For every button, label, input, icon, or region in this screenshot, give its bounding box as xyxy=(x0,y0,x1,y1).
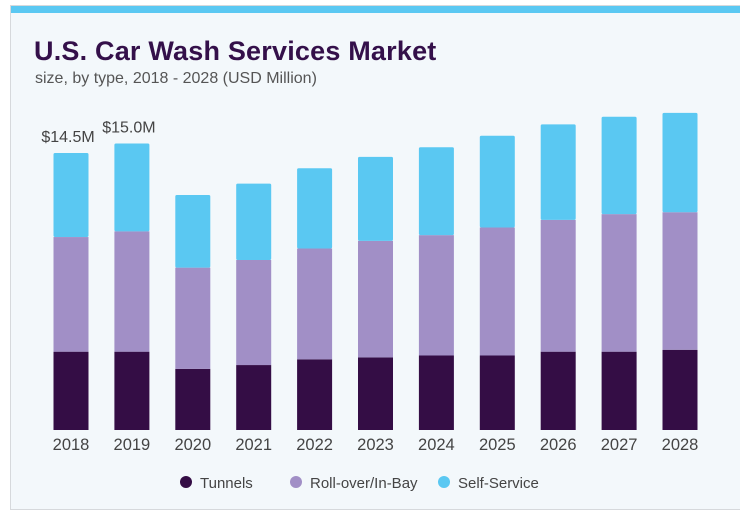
bar-segment-roll-over-in-bay-2024 xyxy=(418,235,454,356)
bar-segment-roll-over-in-bay-2022 xyxy=(297,248,333,360)
x-tick-label: 2018 xyxy=(53,436,90,454)
bar-segment-tunnels-2019 xyxy=(114,351,150,430)
bar-segment-tunnels-2028 xyxy=(662,349,698,430)
bar-segment-self-service-2019 xyxy=(114,143,150,232)
bar-segment-tunnels-2020 xyxy=(175,368,211,430)
x-tick-label: 2025 xyxy=(479,436,516,454)
bar-segment-self-service-2021 xyxy=(236,183,272,260)
bar-segment-tunnels-2018 xyxy=(53,351,89,430)
legend-marker-icon xyxy=(438,476,450,488)
legend-marker-icon xyxy=(180,476,192,488)
bar-segment-tunnels-2025 xyxy=(479,355,515,430)
x-tick-label: 2026 xyxy=(540,436,577,454)
bar-segment-tunnels-2023 xyxy=(358,357,393,430)
legend-label: Tunnels xyxy=(200,475,253,492)
x-tick-label: 2028 xyxy=(662,436,699,454)
bar-segment-self-service-2018 xyxy=(53,153,89,238)
bar-segment-roll-over-in-bay-2018 xyxy=(53,237,89,352)
bar-segment-roll-over-in-bay-2026 xyxy=(540,219,576,352)
bar-segment-tunnels-2021 xyxy=(236,365,272,430)
chart-subtitle: size, by type, 2018 - 2028 (USD Million) xyxy=(35,70,317,87)
chart-title: U.S. Car Wash Services Market xyxy=(34,36,437,66)
bar-segment-self-service-2020 xyxy=(175,195,211,268)
bar-segment-self-service-2027 xyxy=(601,116,637,215)
bar-segment-tunnels-2024 xyxy=(418,355,454,430)
bar-segment-tunnels-2027 xyxy=(601,351,637,430)
x-tick-label: 2024 xyxy=(418,436,455,454)
x-tick-label: 2027 xyxy=(601,436,638,454)
data-label-total: $14.5M xyxy=(41,129,94,146)
data-label-total: $15.0M xyxy=(102,119,155,136)
bar-segment-self-service-2025 xyxy=(479,135,515,228)
bar-segment-tunnels-2022 xyxy=(297,359,333,430)
bar-segment-roll-over-in-bay-2021 xyxy=(236,259,272,366)
x-tick-label: 2023 xyxy=(357,436,394,454)
x-tick-label: 2022 xyxy=(296,436,333,454)
bar-segment-roll-over-in-bay-2025 xyxy=(479,227,515,356)
bar-segment-roll-over-in-bay-2027 xyxy=(601,214,637,352)
bar-segment-self-service-2026 xyxy=(540,124,576,220)
legend-label: Roll-over/In-Bay xyxy=(310,475,418,492)
bar-segment-roll-over-in-bay-2020 xyxy=(175,267,211,369)
bar-segment-self-service-2028 xyxy=(662,112,698,213)
bar-segment-self-service-2024 xyxy=(418,147,454,236)
legend-marker-icon xyxy=(290,476,302,488)
legend-label: Self-Service xyxy=(458,475,539,492)
x-tick-label: 2020 xyxy=(174,436,211,454)
x-tick-label: 2019 xyxy=(114,436,151,454)
bar-segment-self-service-2022 xyxy=(297,168,333,249)
bar-segment-self-service-2023 xyxy=(358,156,393,241)
bar-segment-roll-over-in-bay-2019 xyxy=(114,231,150,352)
x-tick-label: 2021 xyxy=(235,436,272,454)
bar-segment-roll-over-in-bay-2028 xyxy=(662,212,698,350)
top-accent-stripe xyxy=(11,6,740,13)
bar-segment-roll-over-in-bay-2023 xyxy=(358,240,393,358)
bar-segment-tunnels-2026 xyxy=(540,351,576,430)
